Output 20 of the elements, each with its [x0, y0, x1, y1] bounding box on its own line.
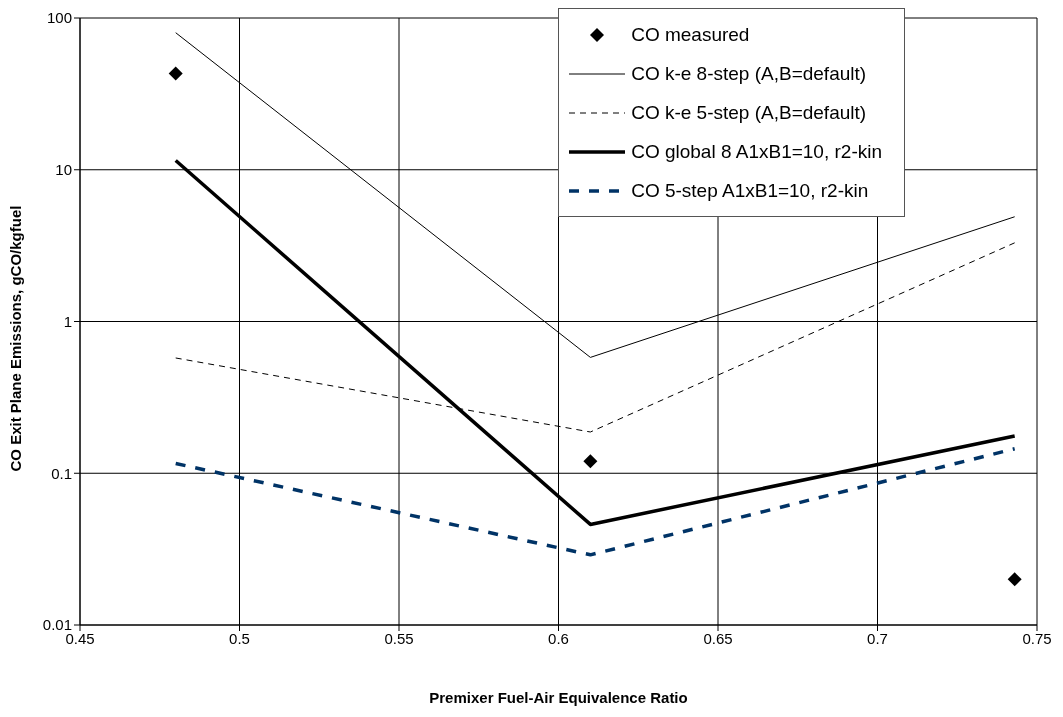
x-tick-label: 0.6: [548, 629, 569, 647]
x-tick-label: 0.65: [703, 629, 733, 647]
y-tick-label: 0.1: [51, 464, 72, 482]
x-axis-title: Premixer Fuel-Air Equivalence Ratio: [429, 689, 688, 706]
legend-label: CO 5-step A1xB1=10, r2-kin: [631, 179, 869, 202]
y-tick-label: 1: [63, 312, 72, 330]
legend-label: CO k-e 5-step (A,B=default): [631, 101, 867, 124]
legend-label: CO global 8 A1xB1=10, r2-kin: [631, 140, 882, 163]
legend-label: CO k-e 8-step (A,B=default): [631, 62, 867, 85]
y-tick-label: 10: [55, 161, 72, 179]
x-tick-label: 0.75: [1022, 629, 1052, 647]
x-tick-label: 0.7: [867, 629, 888, 647]
point: [1007, 572, 1022, 587]
point: [583, 454, 598, 469]
x-tick-label: 0.55: [384, 629, 414, 647]
y-tick-label: 100: [46, 9, 72, 27]
point: [168, 66, 183, 81]
y-axis-title: CO Exit Plane Emissions, gCO/kgfuel: [7, 205, 25, 472]
x-tick-label: 0.5: [229, 629, 250, 647]
legend-label: CO measured: [631, 23, 750, 46]
